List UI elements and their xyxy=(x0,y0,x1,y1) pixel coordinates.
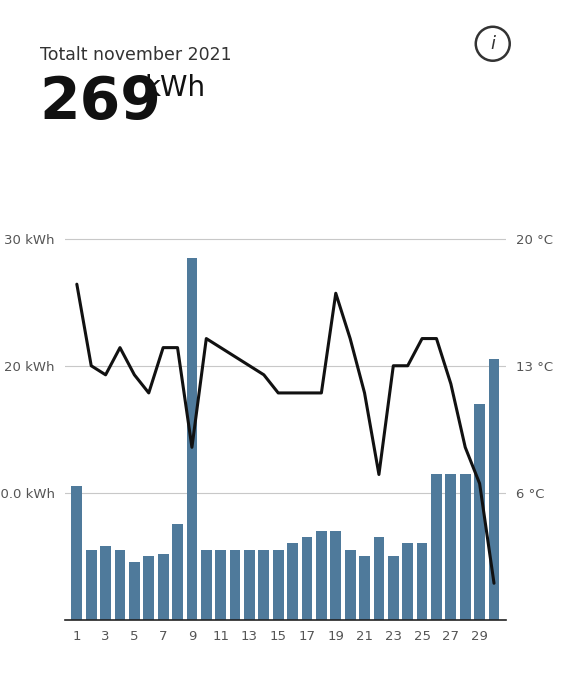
Bar xyxy=(417,543,428,620)
Bar xyxy=(374,537,385,620)
Bar xyxy=(302,537,312,620)
Bar xyxy=(86,550,97,620)
Bar xyxy=(388,556,399,620)
Bar xyxy=(129,562,140,620)
Bar xyxy=(460,474,471,620)
Bar xyxy=(402,543,413,620)
Bar xyxy=(115,550,126,620)
Text: i: i xyxy=(490,36,495,53)
Bar xyxy=(244,550,255,620)
Bar xyxy=(331,531,341,620)
Bar xyxy=(359,556,370,620)
Text: kWh: kWh xyxy=(145,74,206,102)
Bar xyxy=(186,258,197,620)
Bar xyxy=(316,531,327,620)
Text: 269: 269 xyxy=(40,74,162,130)
Bar xyxy=(445,474,456,620)
Bar xyxy=(258,550,269,620)
Bar xyxy=(488,359,499,620)
Bar xyxy=(273,550,283,620)
Text: Totalt november 2021: Totalt november 2021 xyxy=(40,46,231,64)
Bar xyxy=(72,486,82,620)
Bar xyxy=(158,554,169,620)
Bar xyxy=(143,556,154,620)
Bar xyxy=(431,474,442,620)
Bar xyxy=(229,550,240,620)
Bar xyxy=(345,550,356,620)
Bar xyxy=(100,546,111,620)
Bar xyxy=(474,404,485,620)
Bar xyxy=(201,550,212,620)
Bar xyxy=(215,550,226,620)
Bar xyxy=(172,524,183,620)
Bar xyxy=(287,543,298,620)
